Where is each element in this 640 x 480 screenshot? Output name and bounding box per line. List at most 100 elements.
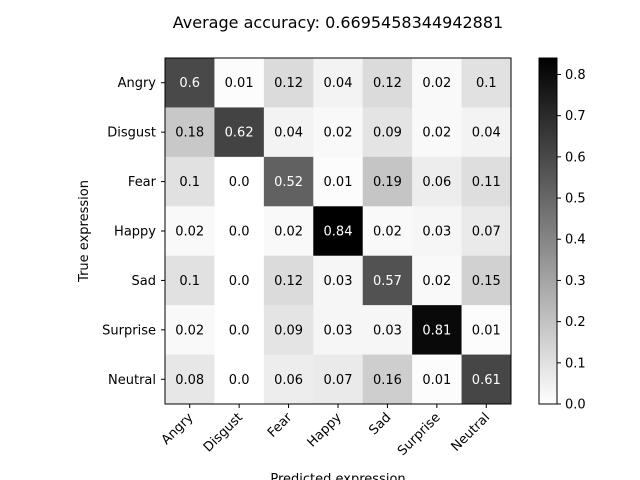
heatmap-cell xyxy=(412,58,462,108)
heatmap-cell xyxy=(362,255,413,306)
cell-value-label: 0.08 xyxy=(175,373,204,388)
heatmap-cell xyxy=(461,255,512,306)
heatmap-cell xyxy=(165,156,215,207)
heatmap-cell xyxy=(165,305,215,355)
x-tick-label: Angry xyxy=(159,410,197,448)
cell-value-label: 0.0 xyxy=(229,323,250,338)
heatmap-cell xyxy=(165,354,215,405)
heatmap-cell xyxy=(412,107,462,158)
heatmap-cell xyxy=(362,107,413,158)
cell-value-label: 0.15 xyxy=(472,274,501,289)
cell-value-label: 0.6 xyxy=(179,76,200,91)
cell-value-label: 0.62 xyxy=(225,126,254,141)
heatmap-cell xyxy=(461,206,512,257)
cell-value-label: 0.12 xyxy=(373,76,402,91)
heatmap-cell-labels: 0.6 0.01 0.12 0.04 0.12 0.02 0.1 0.18 0.62 0.04 0.… xyxy=(175,76,501,388)
cell-value-label: 0.03 xyxy=(324,323,353,338)
heatmap-cell xyxy=(412,206,462,257)
heatmap-cell xyxy=(362,156,413,207)
cell-value-label: 0.03 xyxy=(422,225,451,240)
y-tick-label: Surprise xyxy=(102,323,156,338)
heatmap-cell xyxy=(313,305,364,355)
heatmap-cell xyxy=(362,354,413,405)
cell-value-label: 0.1 xyxy=(476,76,497,91)
heatmap-cell xyxy=(165,206,215,257)
x-tick-label: Sad xyxy=(366,410,394,438)
cell-value-label: 0.02 xyxy=(175,323,204,338)
cell-value-label: 0.07 xyxy=(324,373,353,388)
colorbar-tick-label: 0.3 xyxy=(565,274,586,289)
cell-value-label: 0.04 xyxy=(274,126,303,141)
colorbar-tick-label: 0.8 xyxy=(565,68,586,83)
y-tick-label: Fear xyxy=(128,175,157,190)
colorbar-tick-label: 0.2 xyxy=(565,315,586,330)
cell-value-label: 0.16 xyxy=(373,373,402,388)
heatmap-cell xyxy=(165,255,215,306)
cell-value-label: 0.03 xyxy=(324,274,353,289)
heatmap-cell xyxy=(461,354,512,405)
y-tick-label: Sad xyxy=(132,274,156,289)
x-axis-label: Predicted expression xyxy=(270,472,405,480)
heatmap-cell xyxy=(313,156,364,207)
heatmap-cell xyxy=(214,206,265,257)
x-tick-label: Surprise xyxy=(395,410,444,459)
cell-value-label: 0.02 xyxy=(422,274,451,289)
cell-value-label: 0.18 xyxy=(175,126,204,141)
colorbar-tick-label: 0.1 xyxy=(565,356,586,371)
heatmap-cell xyxy=(313,206,364,257)
heatmap-cell xyxy=(362,206,413,257)
cell-value-label: 0.01 xyxy=(472,323,501,338)
heatmap-cell xyxy=(362,58,413,108)
heatmap-cell xyxy=(362,305,413,355)
cell-value-label: 0.03 xyxy=(373,323,402,338)
heatmap-cell xyxy=(412,305,462,355)
x-axis-ticks: Angry Disgust Fear Happy Sad Surprise Neutral xyxy=(159,404,493,459)
heatmap-cell xyxy=(214,305,265,355)
heatmap-cell xyxy=(165,58,215,108)
heatmap-cell xyxy=(263,156,314,207)
y-tick-label: Happy xyxy=(114,225,156,240)
heatmap-cell xyxy=(214,354,265,405)
heatmap-cell xyxy=(461,58,512,108)
chart-title: Average accuracy: 0.6695458344942881 xyxy=(173,13,503,32)
cell-value-label: 0.0 xyxy=(229,274,250,289)
cell-value-label: 0.07 xyxy=(472,225,501,240)
heatmap-cell xyxy=(214,58,265,108)
y-axis-label: True expression xyxy=(77,180,92,283)
cell-value-label: 0.52 xyxy=(274,175,303,190)
heatmap-cell xyxy=(313,354,364,405)
cell-value-label: 0.01 xyxy=(225,76,254,91)
cell-value-label: 0.0 xyxy=(229,175,250,190)
colorbar-ticks: 0.0 0.1 0.2 0.3 0.4 0.5 0.6 0.7 0.8 xyxy=(557,68,586,413)
cell-value-label: 0.1 xyxy=(179,175,200,190)
colorbar-tick-label: 0.4 xyxy=(565,233,586,248)
cell-value-label: 0.02 xyxy=(324,126,353,141)
cell-value-label: 0.84 xyxy=(324,225,353,240)
colorbar-tick-label: 0.0 xyxy=(565,398,586,413)
heatmap-cell xyxy=(263,206,314,257)
cell-value-label: 0.02 xyxy=(274,225,303,240)
heatmap-cell xyxy=(214,107,265,158)
cell-value-label: 0.09 xyxy=(373,126,402,141)
heatmap-cell xyxy=(214,255,265,306)
cell-value-label: 0.04 xyxy=(324,76,353,91)
cell-value-label: 0.02 xyxy=(422,126,451,141)
cell-value-label: 0.09 xyxy=(274,323,303,338)
heatmap-cell xyxy=(412,354,462,405)
cell-value-label: 0.11 xyxy=(472,175,501,190)
cell-value-label: 0.02 xyxy=(175,225,204,240)
cell-value-label: 0.1 xyxy=(179,274,200,289)
heatmap-cell xyxy=(461,156,512,207)
heatmap-cells xyxy=(165,58,512,405)
y-tick-label: Disgust xyxy=(107,126,156,141)
cell-value-label: 0.04 xyxy=(472,126,501,141)
cell-value-label: 0.02 xyxy=(422,76,451,91)
x-tick-label: Disgust xyxy=(201,410,246,455)
heatmap-cell xyxy=(313,255,364,306)
heatmap-cell xyxy=(263,354,314,405)
cell-value-label: 0.12 xyxy=(274,274,303,289)
colorbar-tick-label: 0.5 xyxy=(565,192,586,207)
heatmap-cell xyxy=(313,58,364,108)
